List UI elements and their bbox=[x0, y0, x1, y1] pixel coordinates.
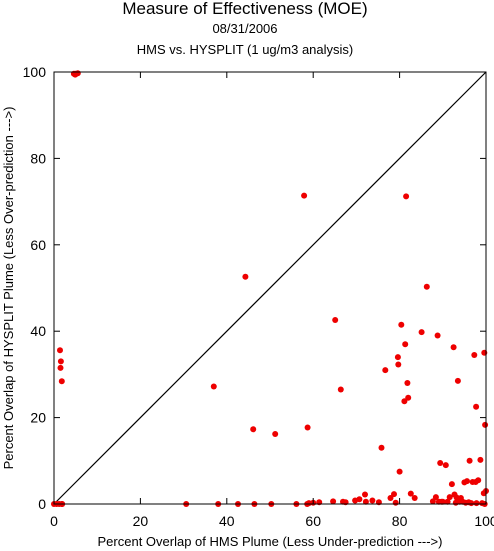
x-tick-label: 80 bbox=[392, 513, 408, 529]
y-tick-label: 60 bbox=[30, 237, 46, 253]
data-point bbox=[398, 321, 405, 328]
data-point bbox=[468, 500, 475, 507]
data-point bbox=[392, 499, 399, 506]
data-point bbox=[362, 498, 369, 505]
data-point bbox=[356, 496, 363, 503]
x-tick-label: 20 bbox=[133, 513, 149, 529]
data-point bbox=[434, 332, 441, 339]
data-point bbox=[387, 495, 394, 501]
data-point bbox=[454, 377, 461, 384]
x-tick-label: 40 bbox=[219, 513, 235, 529]
data-point bbox=[57, 364, 64, 371]
ticks-layer: 0 20 40 60 80 100 0 20 40 60 80 100 bbox=[23, 64, 494, 529]
y-axis-label: Percent Overlap of HYSPLIT Plume (Less O… bbox=[1, 107, 16, 470]
data-point bbox=[466, 457, 473, 464]
data-point bbox=[391, 491, 397, 498]
x-tick-label: 0 bbox=[50, 513, 58, 529]
data-point bbox=[404, 380, 411, 386]
y-tick-label: 100 bbox=[23, 64, 47, 80]
data-point bbox=[337, 386, 344, 393]
x-tick-label: 100 bbox=[474, 513, 494, 529]
data-point bbox=[401, 398, 408, 405]
x-axis-label: Percent Overlap of HMS Plume (Less Under… bbox=[98, 534, 443, 549]
data-point bbox=[450, 344, 457, 351]
data-point bbox=[210, 383, 217, 390]
data-point bbox=[272, 431, 279, 437]
chart-date: 08/31/2006 bbox=[212, 21, 277, 36]
data-point bbox=[330, 498, 337, 505]
data-point bbox=[464, 478, 470, 485]
data-point bbox=[362, 491, 368, 498]
y-tick-label: 80 bbox=[30, 150, 46, 166]
data-point bbox=[475, 477, 482, 484]
data-point bbox=[446, 494, 453, 501]
data-point bbox=[448, 481, 455, 488]
data-point bbox=[423, 283, 430, 290]
data-point bbox=[57, 347, 63, 354]
data-point bbox=[407, 490, 414, 497]
data-point bbox=[405, 394, 412, 401]
data-point bbox=[242, 273, 249, 280]
data-point bbox=[403, 193, 410, 200]
data-point bbox=[477, 456, 484, 463]
data-point bbox=[411, 495, 418, 501]
data-point bbox=[58, 378, 65, 385]
data-point bbox=[395, 361, 402, 368]
y-tick-label: 0 bbox=[38, 496, 46, 512]
x-tick-label: 60 bbox=[305, 513, 321, 529]
data-point bbox=[432, 494, 439, 501]
data-point bbox=[382, 367, 389, 374]
y-tick-label: 40 bbox=[30, 323, 46, 339]
data-point bbox=[402, 341, 409, 348]
chart-title: Measure of Effectiveness (MOE) bbox=[122, 0, 367, 18]
data-point bbox=[473, 500, 480, 507]
data-point bbox=[444, 498, 451, 505]
reference-line-y-equals-x bbox=[53, 71, 487, 505]
reference-layer bbox=[53, 71, 487, 505]
data-point bbox=[473, 403, 480, 410]
data-point bbox=[418, 329, 425, 336]
data-point bbox=[301, 192, 308, 199]
y-tick-label: 20 bbox=[30, 410, 46, 426]
data-point bbox=[482, 421, 489, 428]
data-point bbox=[305, 500, 312, 507]
data-point bbox=[471, 352, 478, 358]
data-point bbox=[378, 444, 385, 451]
data-point bbox=[304, 424, 311, 431]
data-point bbox=[72, 71, 79, 78]
chart-subtitle: HMS vs. HYSPLIT (1 ug/m3 analysis) bbox=[137, 42, 354, 57]
data-point bbox=[396, 468, 403, 475]
data-point bbox=[57, 358, 64, 365]
data-point bbox=[332, 317, 339, 323]
data-point bbox=[437, 460, 444, 466]
data-point bbox=[429, 498, 436, 505]
data-point bbox=[250, 426, 257, 433]
plot-frame bbox=[53, 71, 487, 505]
data-point bbox=[439, 498, 446, 505]
data-point bbox=[394, 354, 401, 361]
data-point bbox=[369, 497, 376, 504]
data-point bbox=[442, 462, 449, 469]
